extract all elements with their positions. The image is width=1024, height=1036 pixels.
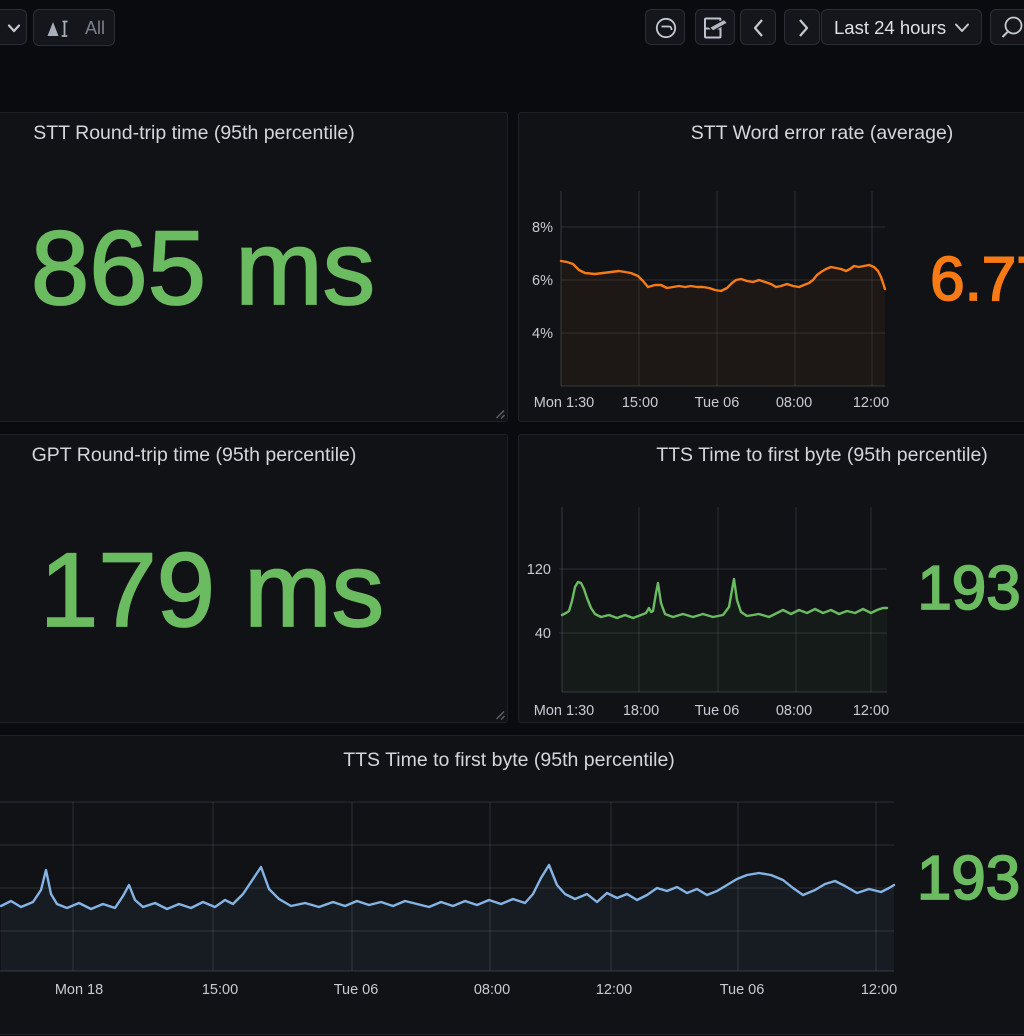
- svg-text:12:00: 12:00: [853, 395, 889, 411]
- svg-text:08:00: 08:00: [776, 703, 812, 719]
- svg-text:120: 120: [527, 562, 551, 578]
- svg-text:12:00: 12:00: [853, 703, 889, 719]
- svg-text:12:00: 12:00: [596, 982, 632, 998]
- svg-text:15:00: 15:00: [202, 982, 238, 998]
- svg-text:Tue 06: Tue 06: [334, 982, 379, 998]
- svg-text:Mon 18: Mon 18: [55, 982, 103, 998]
- svg-text:Mon 1:30: Mon 1:30: [534, 395, 594, 411]
- svg-text:18:00: 18:00: [623, 703, 659, 719]
- svg-text:Mon 1:30: Mon 1:30: [534, 703, 594, 719]
- svg-text:15:00: 15:00: [622, 395, 658, 411]
- svg-text:12:00: 12:00: [861, 982, 897, 998]
- svg-text:Tue 06: Tue 06: [695, 703, 740, 719]
- svg-text:Tue 06: Tue 06: [695, 395, 740, 411]
- svg-text:Tue 06: Tue 06: [720, 982, 765, 998]
- svg-text:08:00: 08:00: [776, 395, 812, 411]
- svg-text:08:00: 08:00: [474, 982, 510, 998]
- svg-text:40: 40: [535, 626, 551, 642]
- svg-text:6%: 6%: [532, 273, 553, 289]
- svg-text:8%: 8%: [532, 220, 553, 236]
- svg-text:4%: 4%: [532, 326, 553, 342]
